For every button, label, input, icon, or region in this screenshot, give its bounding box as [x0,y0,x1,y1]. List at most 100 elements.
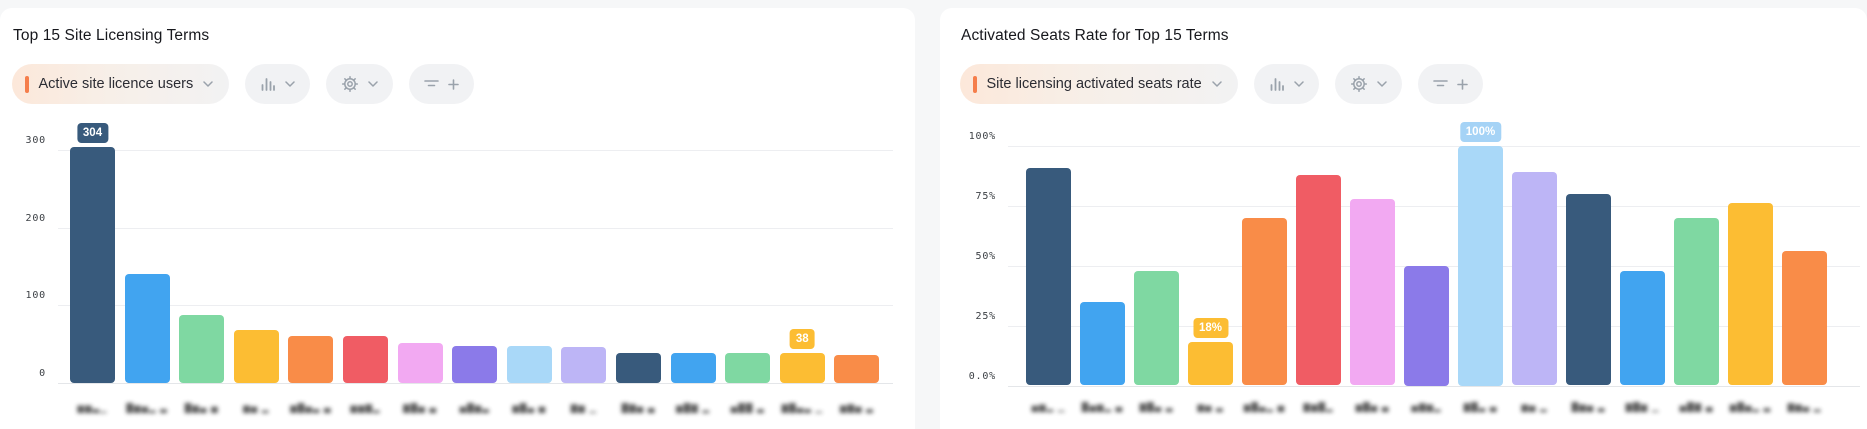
x-axis-category-label: ▆█▅ ▄ [1355,403,1390,413]
bar[interactable] [124,274,170,383]
bar[interactable] [397,343,443,383]
x-axis-category-label: █▆▅ ▃ [1571,403,1606,413]
page-title: Activated Seats Rate for Top 15 Terms [961,27,1229,44]
chart-toolbar: Active site licence users [12,64,907,104]
bar[interactable] [1080,301,1125,386]
metric-selector[interactable]: Site licensing activated seats rate [960,64,1238,104]
x-axis-category-label: ▆▆▃▁ [77,404,108,414]
x-axis-category-label: ▆█▄ ▅ [512,404,547,414]
chevron-down-icon [1293,81,1304,87]
x-axis-category-label: ▆▇▅ ▃ [839,404,874,414]
x-axis-category-label: █▆▅▂ ▃ [126,404,168,414]
x-axis-category-label: ▅█▇ ▄ [1679,403,1714,413]
x-axis-category-label: ▅▆▂ ▁ [1031,403,1066,413]
bar[interactable] [1134,270,1179,386]
filter-icon [424,79,440,89]
x-axis-category-label: ▆▅ ▂ [1521,403,1548,413]
metric-label: Site licensing activated seats rate [986,76,1202,92]
page-title: Top 15 Site Licensing Terms [13,27,210,44]
chevron-down-icon [1211,81,1222,87]
bar[interactable] [452,345,498,383]
x-axis-category-label: █▇▅ ▄ [621,404,656,414]
bar[interactable] [233,330,279,383]
gridline [1008,146,1860,147]
bar[interactable] [1296,174,1341,386]
chevron-down-icon [285,81,295,87]
bar[interactable] [834,355,880,383]
chevron-down-icon [1376,81,1387,87]
x-axis-category-label: ▆█▅▂ ▃ [1729,403,1772,413]
y-axis-tick-label: 0 [39,368,46,379]
x-axis-category-label: ▇▆█▂ [1303,403,1334,413]
x-axis-category-label: ▇█▄ ▃ [1139,403,1174,413]
bar-value-badge: 38 [789,329,815,350]
bar[interactable] [288,335,334,383]
bar-chart-icon [260,76,276,92]
bar[interactable] [1512,172,1557,386]
bar[interactable] [1026,167,1071,386]
panel-activated-seats-rate: Activated Seats Rate for Top 15 Terms Si… [940,8,1867,429]
gridline [58,227,893,229]
bar[interactable] [70,146,115,383]
bar-value-badge: 18% [1192,318,1229,339]
x-axis-category-label: ▇▆▄ ▂ [1787,403,1822,413]
bar[interactable] [1620,270,1665,386]
bar-chart-active-site-licence-users: 0 100 200 300 ▆▆▃▁ █▆▅▂ ▃ █▆▄ ▅ ▆▅ ▂ ▆█▅▃ ▄ ▆▆▇▂ ▇… [0,8,915,429]
x-axis-category-label: ▆█▇ ▂ [676,404,711,414]
gridline [1008,205,1860,207]
chart-settings-button[interactable] [1334,64,1402,104]
bar[interactable] [1404,265,1449,386]
bar[interactable] [343,336,388,383]
bar[interactable] [779,353,825,383]
plus-icon [448,78,460,90]
x-axis-category-label: ▅█▆▃ [459,404,490,414]
metric-accent-bar [973,75,977,93]
y-axis-tick-label: 100 [25,290,46,302]
gridline [58,383,893,384]
x-axis-category-label: ▇▆ ▁ [570,404,598,414]
metric-accent-bar [25,75,29,93]
x-axis-category-label: ▆█▅▃ ▄ [290,404,332,414]
bar-value-badge: 304 [76,122,109,143]
plus-icon [1456,78,1468,90]
bar[interactable] [1242,217,1287,386]
metric-label: Active site licence users [38,76,194,92]
bar[interactable] [1674,217,1719,386]
x-axis-category-label: ▅▇▆▂ [1411,403,1442,413]
bar[interactable] [1350,198,1395,386]
bar-value-badge: 100% [1459,122,1502,142]
y-axis-tick-label: 50% [975,250,996,262]
x-axis-category-label: ▆▅ ▃ [1197,403,1224,413]
bar[interactable] [1782,251,1827,386]
x-axis-category-label: ▇█▃ ▄ [1463,403,1498,413]
bar[interactable] [616,352,661,383]
x-axis-category-label: ▆▅ ▂ [243,404,270,414]
chart-toolbar: Site licensing activated seats rate [960,64,1859,104]
panel-site-licensing-terms: Top 15 Site Licensing Terms Active site … [0,8,915,429]
bar[interactable] [1458,146,1503,386]
filter-button[interactable] [409,64,475,104]
filter-button[interactable] [1417,64,1483,104]
bar[interactable] [179,315,225,383]
chart-type-selector[interactable] [1253,64,1319,104]
x-axis-category-label: █▆▄ ▅ [184,404,219,414]
bar[interactable] [561,347,607,383]
chart-settings-button[interactable] [326,64,394,104]
x-axis-category-label: █▅▆▂ ▄ [1081,403,1124,413]
x-axis-category-label: ▆█▄▂ ▅ [1243,403,1286,413]
gridline [58,149,893,151]
bar-chart-activated-seats-rate: 0.0% 25% 50% 75% 100% ▅▆▂ ▁ █▅▆▂ ▄ ▇█▄ ▃ ▆▅ ▃ ▆█▄… [940,8,1867,429]
gear-icon [341,75,359,93]
metric-selector[interactable]: Active site licence users [12,64,230,104]
bar[interactable] [506,346,552,383]
x-axis-category-label: ▅██ ▃ [730,404,765,414]
gear-icon [1350,75,1368,93]
chart-type-selector[interactable] [245,64,311,104]
y-axis-tick-label: 0.0% [968,370,996,382]
bar[interactable] [670,353,716,383]
bar[interactable] [1188,342,1233,386]
bar[interactable] [1728,203,1773,386]
bar[interactable] [725,353,771,383]
bar[interactable] [1566,193,1611,386]
x-axis-category-label: ▇█▆ ▁ [1625,403,1660,413]
